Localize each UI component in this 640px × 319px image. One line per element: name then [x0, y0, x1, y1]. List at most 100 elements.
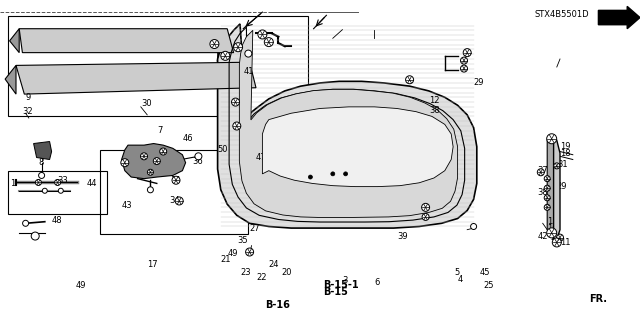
- Text: 28: 28: [550, 233, 561, 242]
- Circle shape: [547, 134, 557, 144]
- Text: 27: 27: [250, 224, 260, 233]
- Text: 1: 1: [10, 179, 15, 188]
- Text: 42: 42: [538, 232, 548, 241]
- Text: 7: 7: [157, 126, 162, 135]
- FancyArrow shape: [598, 6, 640, 29]
- Circle shape: [233, 122, 241, 130]
- Text: 34: 34: [170, 197, 180, 205]
- Text: 5: 5: [454, 268, 460, 277]
- Circle shape: [557, 234, 563, 241]
- Circle shape: [246, 248, 253, 256]
- Polygon shape: [554, 140, 560, 239]
- Text: 26: 26: [42, 147, 52, 156]
- Polygon shape: [547, 137, 556, 233]
- Text: 4: 4: [458, 275, 463, 284]
- Polygon shape: [19, 29, 234, 53]
- Text: 20: 20: [282, 268, 292, 277]
- Text: 45: 45: [480, 268, 490, 277]
- Text: 39: 39: [397, 232, 408, 241]
- Circle shape: [42, 188, 47, 193]
- Text: 38: 38: [538, 189, 548, 197]
- Circle shape: [544, 195, 550, 201]
- Circle shape: [147, 187, 154, 193]
- Text: 49: 49: [76, 281, 86, 290]
- Circle shape: [154, 158, 160, 165]
- Text: 17: 17: [147, 260, 158, 269]
- Circle shape: [554, 163, 560, 169]
- Text: 43: 43: [122, 201, 132, 210]
- Text: 30: 30: [141, 99, 152, 108]
- Bar: [100, 150, 248, 234]
- Circle shape: [544, 185, 550, 191]
- Circle shape: [38, 173, 45, 178]
- Circle shape: [232, 98, 239, 106]
- Polygon shape: [239, 30, 458, 218]
- Text: 47: 47: [256, 153, 267, 162]
- Circle shape: [461, 57, 467, 64]
- Text: 13: 13: [547, 217, 558, 226]
- Polygon shape: [5, 65, 16, 94]
- Circle shape: [54, 180, 61, 185]
- Circle shape: [344, 172, 348, 176]
- Text: 29: 29: [557, 182, 567, 191]
- Text: 23: 23: [240, 268, 251, 277]
- Text: 19: 19: [560, 142, 570, 151]
- Circle shape: [175, 197, 183, 205]
- Circle shape: [221, 51, 230, 60]
- Text: 9: 9: [26, 93, 31, 102]
- Circle shape: [461, 65, 467, 72]
- Circle shape: [172, 176, 180, 184]
- Circle shape: [58, 188, 63, 193]
- Circle shape: [210, 40, 219, 48]
- Circle shape: [147, 169, 154, 175]
- Text: 10: 10: [547, 224, 557, 233]
- Circle shape: [470, 224, 477, 229]
- Polygon shape: [10, 29, 19, 53]
- Circle shape: [422, 203, 429, 211]
- Text: 48: 48: [51, 216, 62, 225]
- Text: 41: 41: [243, 67, 253, 76]
- Polygon shape: [16, 62, 256, 94]
- Circle shape: [195, 153, 202, 160]
- Circle shape: [544, 176, 550, 182]
- Circle shape: [331, 172, 335, 176]
- Text: 33: 33: [58, 176, 68, 185]
- Text: 35: 35: [237, 236, 248, 245]
- Text: STX4B5501D: STX4B5501D: [534, 10, 589, 19]
- Circle shape: [160, 148, 166, 155]
- Bar: [8, 171, 107, 214]
- Circle shape: [463, 48, 471, 57]
- Text: B-15-1: B-15-1: [323, 280, 359, 290]
- Circle shape: [35, 180, 42, 185]
- Circle shape: [121, 159, 129, 167]
- Polygon shape: [262, 107, 453, 187]
- Text: 31: 31: [557, 160, 568, 169]
- Text: 22: 22: [256, 273, 266, 282]
- Text: 29: 29: [474, 78, 484, 87]
- Text: 18: 18: [560, 149, 571, 158]
- Circle shape: [552, 238, 561, 247]
- Circle shape: [258, 30, 267, 39]
- Text: 11: 11: [560, 238, 570, 247]
- Text: 50: 50: [218, 145, 228, 154]
- Circle shape: [234, 43, 243, 52]
- Circle shape: [422, 213, 429, 220]
- Polygon shape: [218, 24, 477, 228]
- Text: 37: 37: [538, 166, 548, 175]
- Circle shape: [245, 50, 252, 57]
- Text: 38: 38: [429, 106, 440, 115]
- Text: 3: 3: [342, 276, 348, 285]
- Text: 46: 46: [182, 134, 193, 143]
- Circle shape: [406, 76, 413, 84]
- Circle shape: [141, 153, 147, 160]
- Bar: [320, 188, 362, 198]
- Circle shape: [538, 169, 544, 176]
- Text: 25: 25: [483, 281, 493, 290]
- Text: 8: 8: [38, 158, 44, 167]
- Text: 32: 32: [22, 107, 33, 116]
- Circle shape: [264, 38, 273, 47]
- Text: 44: 44: [86, 179, 97, 188]
- Circle shape: [31, 232, 39, 240]
- Text: 24: 24: [269, 260, 279, 269]
- Text: 14: 14: [170, 176, 180, 185]
